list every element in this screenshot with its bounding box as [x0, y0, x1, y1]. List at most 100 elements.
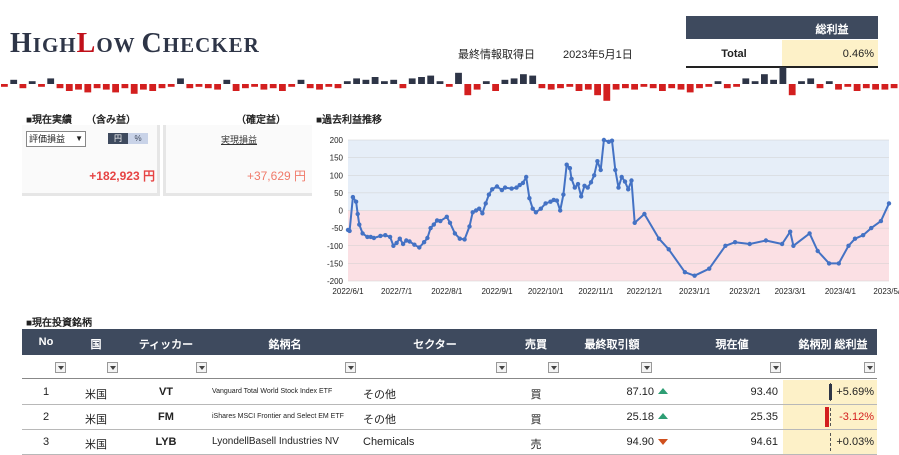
table-row[interactable]: 2 米国 FM iShares MSCI Frontier and Select…: [22, 405, 877, 430]
filter-profit-button[interactable]: [864, 362, 875, 373]
cell-ticker: VT: [158, 386, 174, 398]
cell-no: 2: [42, 411, 50, 423]
profit-history-chart: -200 -150 -100 -50 0 50 100 150 200 2022/6/1 2022/…: [327, 136, 899, 296]
data-point: [400, 241, 406, 247]
data-point: [836, 261, 841, 266]
mini-bar: [529, 75, 537, 84]
data-point: [425, 235, 430, 241]
mini-bar: [75, 84, 82, 90]
filter-last-price-button[interactable]: [641, 362, 652, 373]
table-row[interactable]: 3 米国 LYB LyondellBasell Industries NV Ch…: [22, 430, 877, 455]
mini-bar: [603, 84, 611, 101]
realized-profit-link[interactable]: 実現損益: [221, 135, 258, 145]
filter-sector-button[interactable]: [496, 362, 507, 373]
data-point: [682, 270, 688, 275]
mini-bar: [112, 84, 119, 93]
unrealized-amount: +182,923 円: [89, 169, 155, 183]
data-point: [569, 176, 574, 181]
total-value: 0.46%: [842, 48, 874, 60]
holdings-table-header: No 国 ティッカー 銘柄名 セクター 売買 最終取引額 現在値 銘柄別 総利益: [22, 329, 877, 355]
data-point: [530, 206, 535, 211]
mini-bar: [140, 84, 147, 90]
cell-name: LyondellBasell Industries NV: [212, 436, 339, 447]
data-point: [417, 245, 422, 250]
toggle-yen[interactable]: 円: [108, 133, 128, 144]
mini-bar: [501, 79, 509, 84]
filter-current-price-button[interactable]: [770, 362, 781, 373]
profit-type-select[interactable]: 評価損益 ▼: [26, 131, 86, 147]
y-tick-label: 0: [339, 207, 344, 216]
x-tick-label: 2022/11/1: [578, 287, 614, 296]
mini-bar: [102, 84, 110, 90]
mini-bar: [649, 84, 657, 89]
data-point: [457, 236, 462, 241]
data-point: [763, 238, 769, 243]
x-tick-label: 2023/3/1: [775, 287, 807, 296]
y-tick-label: -200: [327, 277, 344, 286]
col-current-price: 現在値: [715, 339, 749, 351]
mini-bar: [807, 78, 815, 84]
data-point: [567, 166, 573, 171]
current-results-title: ■現在実績: [26, 115, 73, 126]
mini-bar: [84, 84, 92, 93]
mini-bar: [343, 81, 351, 84]
cell-side: 売: [530, 439, 542, 451]
mini-bar: [455, 72, 462, 84]
data-point: [357, 222, 362, 227]
mini-bar: [149, 84, 157, 91]
data-point: [564, 162, 569, 167]
mini-bar: [371, 77, 379, 84]
data-point: [732, 240, 738, 245]
mini-bar: [316, 84, 323, 90]
mini-bar: [733, 84, 740, 87]
col-no: No: [38, 336, 54, 348]
data-point: [554, 198, 560, 203]
data-point: [622, 179, 628, 184]
data-point: [616, 185, 621, 190]
x-tick-label: 2022/9/1: [481, 287, 513, 296]
mini-bar: [158, 84, 166, 89]
filter-name-button[interactable]: [345, 362, 356, 373]
logo-letters: OW: [96, 33, 142, 57]
data-point: [494, 184, 500, 189]
data-point: [365, 234, 370, 240]
table-row[interactable]: 1 米国 VT Vanguard Total World Stock Index…: [22, 380, 877, 405]
cell-sector: Chemicals: [363, 436, 415, 448]
filter-country-button[interactable]: [107, 362, 118, 373]
total-profit-header: 総利益: [686, 16, 878, 39]
mini-bar: [705, 84, 713, 87]
mini-bar: [575, 84, 583, 91]
toggle-percent[interactable]: %: [128, 133, 148, 144]
logo-letters: IGH: [32, 33, 77, 57]
data-point: [387, 234, 393, 240]
filter-ticker-button[interactable]: [196, 362, 207, 373]
data-point: [582, 183, 587, 188]
mini-bar: [714, 81, 722, 84]
cell-last-price: 25.18: [626, 411, 654, 423]
history-heading: ■過去利益推移: [316, 115, 383, 126]
data-point: [548, 199, 553, 204]
filter-no-button[interactable]: [55, 362, 66, 373]
data-point: [869, 225, 874, 231]
mini-bar: [65, 84, 73, 91]
x-tick-label: 2023/5/1: [873, 287, 899, 296]
mini-bar: [121, 84, 129, 89]
mini-bar: [557, 84, 564, 89]
mini-bar: [436, 81, 444, 84]
mini-bar: [325, 84, 333, 87]
data-point: [626, 187, 631, 192]
data-point: [421, 240, 427, 245]
cell-side: 買: [530, 389, 542, 401]
data-point: [490, 187, 495, 192]
data-point: [575, 181, 581, 187]
unit-toggle[interactable]: 円 %: [108, 133, 148, 144]
mini-bar: [853, 84, 861, 91]
data-point: [447, 220, 453, 225]
mini-bar: [547, 84, 555, 90]
data-point: [431, 222, 436, 227]
mini-bar: [10, 79, 18, 84]
filter-side-button[interactable]: [548, 362, 559, 373]
mini-bar: [306, 84, 314, 89]
mini-bar: [566, 84, 574, 87]
mini-bar: [742, 78, 750, 84]
